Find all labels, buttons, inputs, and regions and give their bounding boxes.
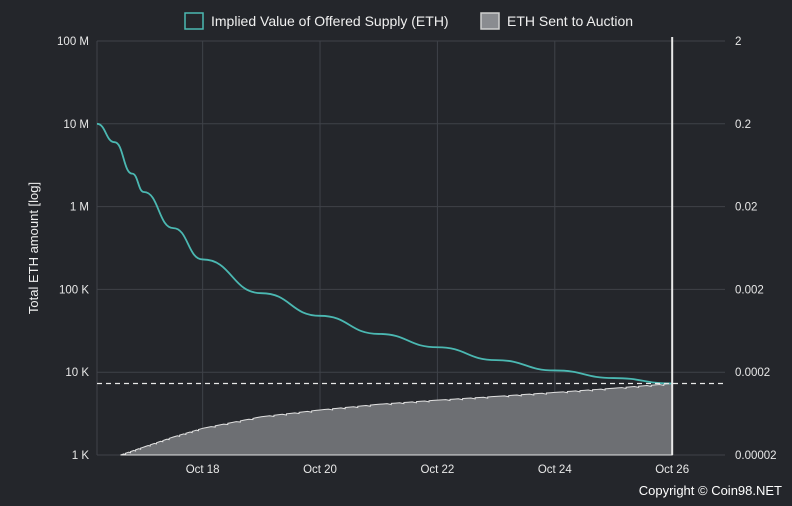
legend-swatch: [184, 12, 204, 30]
x-tick-label: Oct 26: [655, 464, 689, 476]
y2-tick-label: 0.00002: [735, 450, 777, 462]
y-tick-label: 1 K: [72, 450, 90, 462]
y-tick-label: 100 K: [59, 284, 89, 296]
y-tick-label: 10 K: [65, 367, 89, 379]
x-tick-label: Oct 20: [303, 464, 337, 476]
legend-swatch: [480, 12, 500, 30]
y-tick-label: 1 M: [70, 202, 89, 214]
y2-tick-label: 2: [735, 36, 741, 48]
auction-area-series: [120, 382, 673, 456]
line-series: [96, 37, 725, 455]
x-tick-label: Oct 18: [186, 464, 220, 476]
implied-value-line: [96, 122, 673, 385]
auction-area: [120, 382, 673, 456]
y-tick-label: 100 M: [57, 36, 89, 48]
legend-item-eth-sent[interactable]: ETH Sent to Auction: [480, 12, 633, 30]
legend-label: ETH Sent to Auction: [507, 13, 633, 29]
y-axis-label: Total ETH amount [log]: [26, 182, 41, 314]
y-tick-label: 10 M: [63, 119, 89, 131]
y2-tick-label: 0.2: [735, 119, 751, 131]
legend-label: Implied Value of Offered Supply (ETH): [211, 13, 449, 29]
legend-item-implied-value[interactable]: Implied Value of Offered Supply (ETH): [184, 12, 449, 30]
axes: 1 K 0.00002 10 K 0.0002 100 K 0.002 1 M 0.02 10 …: [57, 36, 777, 476]
x-tick-label: Oct 24: [538, 464, 572, 476]
y2-tick-label: 0.02: [735, 202, 757, 214]
y2-tick-label: 0.002: [735, 284, 764, 296]
x-tick-label: Oct 22: [420, 464, 454, 476]
y2-tick-label: 0.0002: [735, 367, 770, 379]
legend[interactable]: Implied Value of Offered Supply (ETH) ETH…: [184, 12, 633, 30]
copyright-text: Copyright © Coin98.NET: [638, 483, 782, 498]
